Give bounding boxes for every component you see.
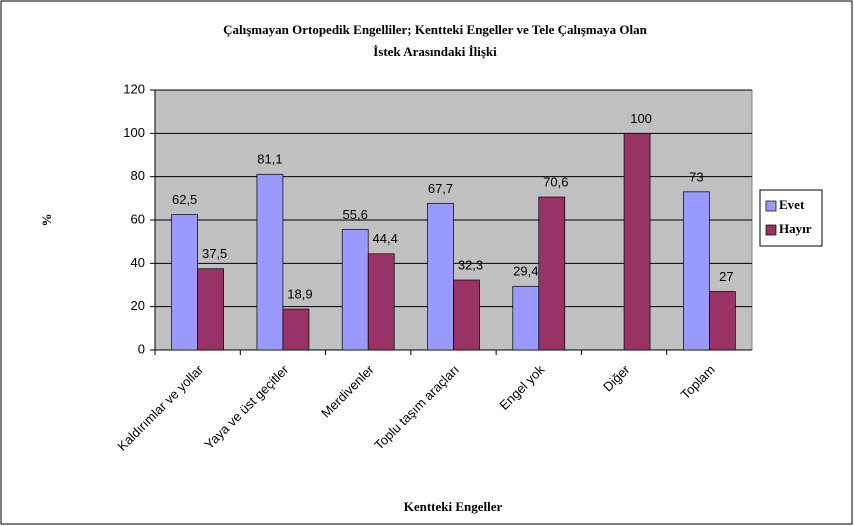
y-tick-label: 20: [131, 298, 145, 313]
y-tick-label: 0: [138, 341, 145, 356]
bar: [171, 214, 198, 351]
y-tick-label: 40: [131, 255, 145, 270]
bar: [256, 173, 284, 351]
bar: [341, 229, 369, 351]
bar: [683, 191, 710, 351]
data-label: 37,5: [202, 246, 227, 261]
data-label: 44,4: [373, 231, 398, 246]
legend-label: Hayır: [779, 221, 812, 236]
data-label: 29,4: [513, 264, 538, 279]
data-label: 67,7: [428, 181, 453, 196]
legend-box: [759, 189, 823, 247]
legend-label: Evet: [779, 197, 805, 212]
bar: [367, 253, 395, 351]
x-axis-label: Kentteki Engeller: [404, 499, 503, 514]
y-tick-label: 60: [131, 211, 145, 226]
y-axis-label: %: [39, 214, 54, 227]
chart-title: Çalışmayan Ortopedik Engelliler; Kenttek…: [223, 22, 647, 37]
y-tick-label: 80: [131, 168, 145, 183]
chart-title: İstek Arasındaki İlişki: [373, 44, 497, 59]
bar: [427, 202, 454, 351]
data-label: 62,5: [172, 192, 197, 207]
data-label: 55,6: [343, 207, 368, 222]
legend-swatch: [765, 200, 777, 212]
data-label: 27: [719, 269, 733, 284]
bar: [709, 291, 736, 351]
bar: [197, 268, 224, 351]
data-label: 18,9: [287, 286, 312, 301]
bar: [623, 132, 651, 351]
y-tick-label: 100: [123, 125, 145, 140]
data-label: 81,1: [257, 152, 282, 167]
data-label: 100: [630, 111, 652, 126]
bar: [453, 279, 480, 351]
legend-swatch: [765, 224, 777, 236]
bar: [512, 285, 540, 351]
bar: [538, 196, 566, 351]
y-tick-label: 120: [123, 81, 145, 96]
data-label: 32,3: [458, 257, 483, 272]
data-label: 70,6: [543, 174, 568, 189]
data-label: 73: [689, 169, 703, 184]
bar: [282, 308, 310, 351]
